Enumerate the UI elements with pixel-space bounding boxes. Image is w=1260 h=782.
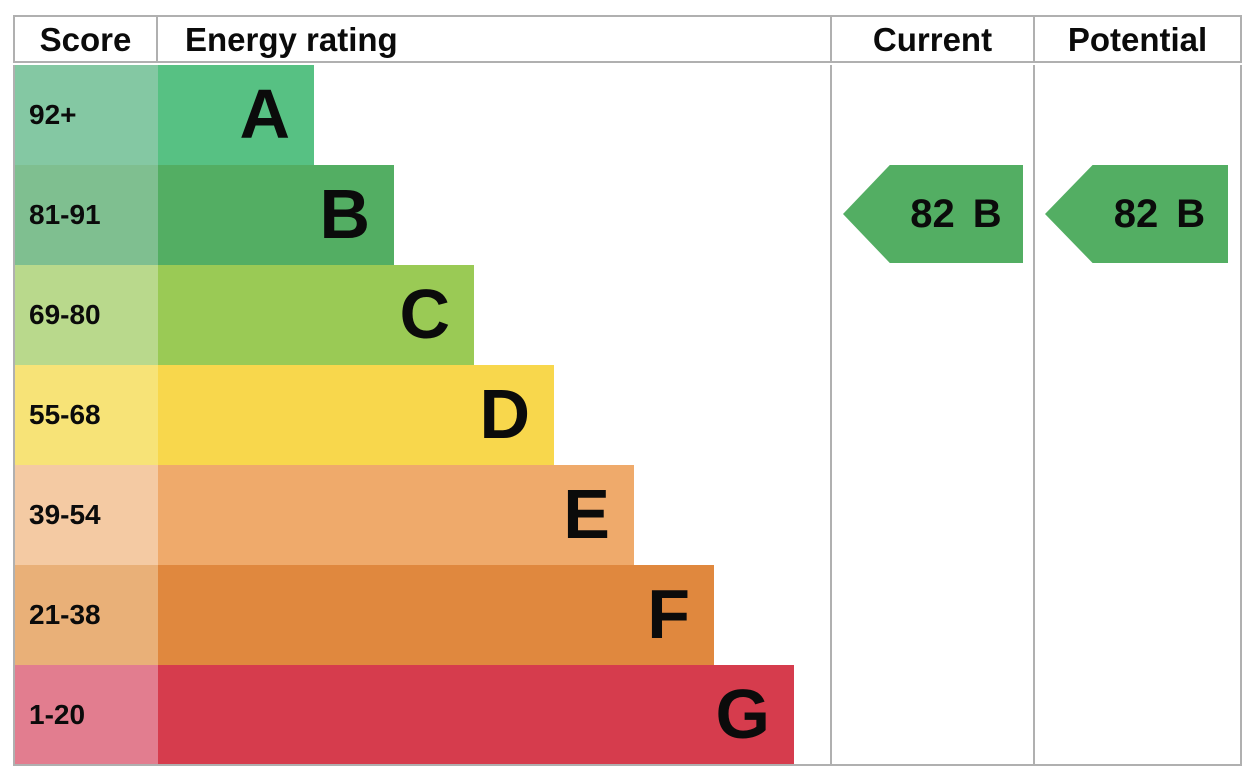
score-range-a: 92+ (15, 65, 158, 165)
band-row-c: 69-80 C (15, 265, 1015, 365)
band-bar-d: D (158, 365, 554, 465)
potential-column-header: Potential (1033, 15, 1242, 63)
rating-table: Score Energy rating Current Potential 92… (13, 15, 1242, 766)
band-bar-g: G (158, 665, 794, 765)
score-range-g: 1-20 (15, 665, 158, 765)
band-row-f: 21-38 F (15, 565, 1015, 665)
current-column-divider (830, 65, 832, 766)
potential-score: 82 (1113, 192, 1159, 236)
band-bar-e: E (158, 465, 634, 565)
score-range-e: 39-54 (15, 465, 158, 565)
score-range-d: 55-68 (15, 365, 158, 465)
energy-rating-column-header: Energy rating (156, 15, 832, 63)
score-range-f: 21-38 (15, 565, 158, 665)
current-band: B (972, 192, 1002, 236)
band-bar-b: B (158, 165, 394, 265)
potential-column-divider (1033, 65, 1035, 766)
band-bar-c: C (158, 265, 474, 365)
band-bar-f: F (158, 565, 714, 665)
potential-band: B (1176, 192, 1206, 236)
band-row-b: 81-91 B (15, 165, 1015, 265)
current-score: 82 (910, 192, 955, 236)
score-column-header: Score (13, 15, 158, 63)
band-row-d: 55-68 D (15, 365, 1015, 465)
band-row-g: 1-20 G (15, 665, 1015, 765)
band-bar-a: A (158, 65, 314, 165)
score-range-c: 69-80 (15, 265, 158, 365)
band-row-a: 92+ A (15, 65, 1015, 165)
current-column-header: Current (830, 15, 1035, 63)
score-range-b: 81-91 (15, 165, 158, 265)
band-rows: 92+ A 81-91 B 69-80 C 55-68 D 39-54 E 21-38 F 1-20 G (15, 65, 1015, 765)
band-row-e: 39-54 E (15, 465, 1015, 565)
